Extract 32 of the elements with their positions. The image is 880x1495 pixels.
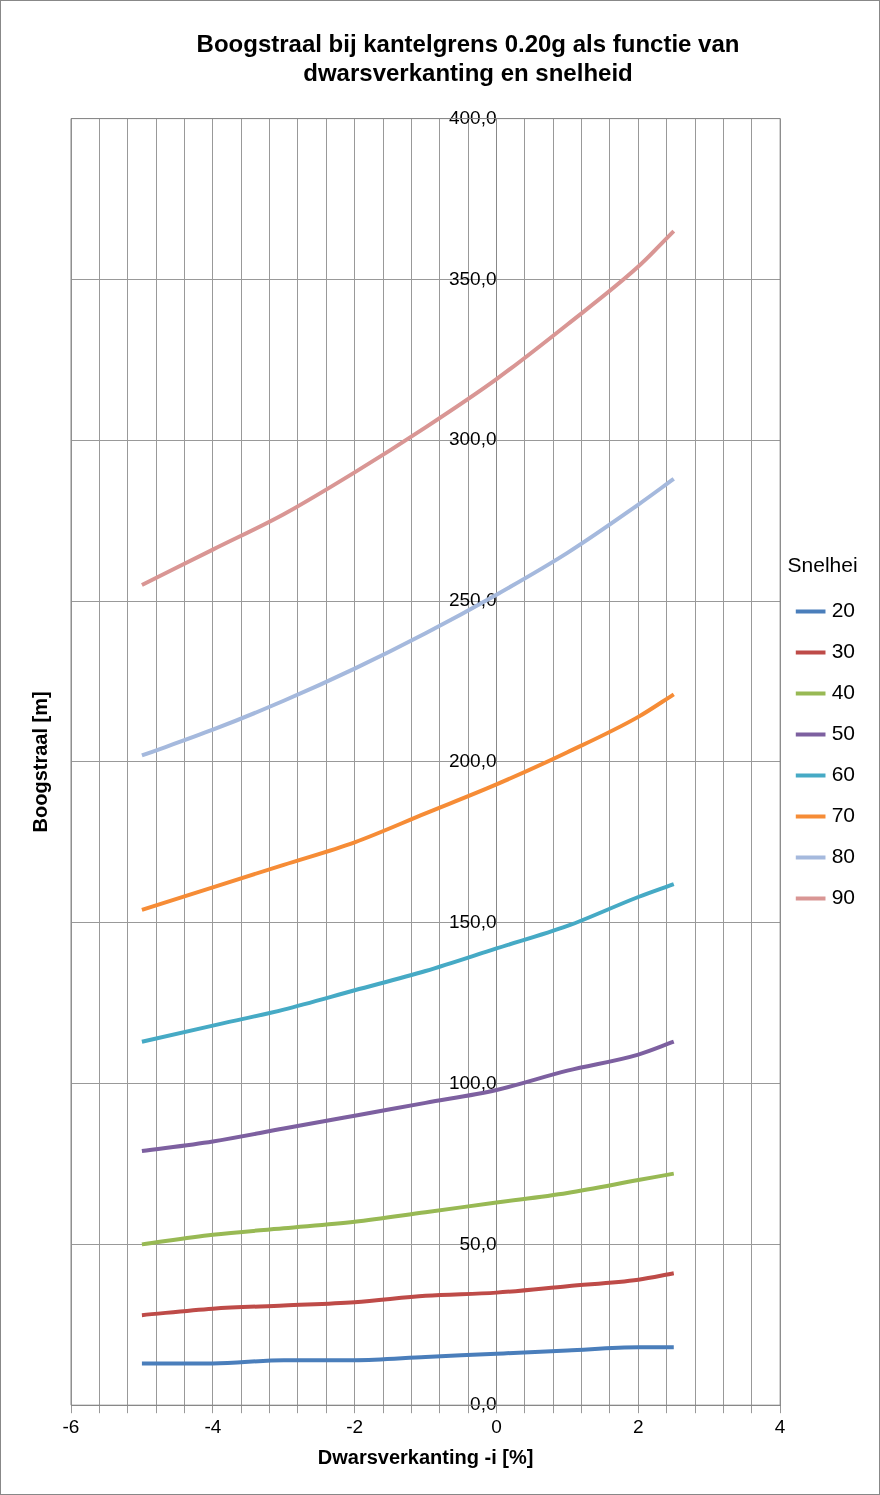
legend-label: 20 [831,598,855,622]
y-tick-label: 150,0 [448,910,497,932]
legend-label: 90 [831,885,855,909]
x-tick-label: 4 [774,1415,786,1437]
y-tick-label: 400,0 [448,106,497,128]
x-tick-label: -6 [62,1415,80,1437]
line-series [139,229,676,587]
y-tick-label: 100,0 [448,1071,497,1093]
y-tick-label: 200,0 [448,750,497,772]
x-tick-label: -2 [346,1415,364,1437]
x-tick-label: -4 [204,1415,222,1437]
y-tick-label: 50,0 [459,1232,497,1254]
legend-label: 80 [831,844,855,868]
legend-label: 40 [831,680,855,704]
legend-label: 30 [831,639,855,663]
x-axis-title: Dwarsverkanting -i [%] [317,1445,534,1468]
line-series [139,882,676,1044]
legend-label: 70 [831,803,855,827]
line-series [139,1345,676,1366]
line-series [139,1039,676,1154]
line-series [139,692,676,912]
legend-label: 60 [831,762,855,786]
x-tick-label: 0 [491,1415,502,1437]
legend-title: Snelhei [787,553,858,577]
legend-label: 50 [831,721,855,745]
line-series [139,1271,676,1318]
y-axis-title: Boogstraal [m] [29,691,51,833]
y-tick-label: 350,0 [448,267,497,289]
y-tick-label: 300,0 [448,428,497,450]
y-tick-label: 0,0 [470,1393,497,1415]
chart-title: Boogstraal bij kantelgrens 0.20g als functie van dwarsverkanting en snelheid [196,30,740,86]
x-tick-label: 2 [633,1415,644,1437]
